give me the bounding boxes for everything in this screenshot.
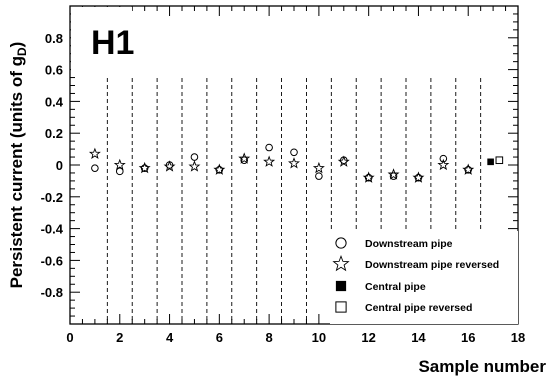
- data-point-open-circle: [290, 148, 298, 157]
- data-point-open-circle: [315, 172, 323, 180]
- x-tick-label: 12: [361, 330, 375, 345]
- legend: Downstream pipe Downstream pipe reversed C…: [330, 231, 518, 324]
- data-point-open-circle: [389, 172, 398, 180]
- data-point-open-circle: [91, 164, 99, 172]
- y-tick-label: 0: [56, 158, 63, 173]
- legend-label: Downstream pipe reversed: [365, 259, 499, 271]
- y-axis-title-main: Persistent current (units of g: [7, 56, 26, 288]
- x-tick-label: 8: [265, 330, 272, 345]
- data-point-open-square: [495, 156, 504, 165]
- y-tick-label: -0.8: [41, 285, 63, 300]
- data-point-open-star: [337, 155, 350, 167]
- x-tick-label: 18: [511, 330, 525, 345]
- x-tick-label: 0: [66, 330, 73, 345]
- y-tick-label: -0.2: [41, 190, 63, 205]
- y-tick-label: 0.4: [45, 94, 64, 109]
- data-point-open-star: [462, 163, 475, 175]
- y-tick-label: 0.2: [45, 126, 63, 141]
- legend-label: Downstream pipe: [365, 238, 453, 250]
- y-tick-label: 0.6: [45, 63, 63, 78]
- y-axis-title-subscript: D: [15, 47, 29, 56]
- x-tick-label: 16: [461, 330, 475, 345]
- axis-tick-labels: 0 2 4 6 8 10 12 14 16 18 -0.8 -0.6 -0.4 -0.2 0 0.2 0.4 0.…: [41, 31, 526, 345]
- x-tick-label: 10: [312, 330, 326, 345]
- legend-marker-open-circle: [335, 237, 347, 249]
- data-point-open-star: [113, 158, 126, 171]
- data-point-open-star: [412, 171, 425, 183]
- data-point-open-star: [312, 161, 325, 174]
- data-point-open-circle: [190, 153, 199, 161]
- data-point-open-star: [163, 160, 176, 172]
- data-point-open-star: [288, 157, 300, 169]
- y-tick-label: -0.6: [41, 253, 63, 268]
- legend-marker-open-star: [332, 254, 350, 272]
- data-point-open-star: [213, 163, 226, 175]
- legend-label: Central pipe reversed: [365, 302, 472, 314]
- data-point-open-star: [88, 147, 101, 159]
- legend-marker-open-square: [335, 301, 347, 313]
- data-point-open-star: [188, 160, 201, 172]
- y-tick-label: 0.8: [45, 31, 63, 46]
- plot-frame: [69, 5, 519, 325]
- x-tick-label: 2: [116, 330, 123, 345]
- data-point-open-star: [437, 158, 450, 171]
- data-point-open-circle: [265, 143, 273, 152]
- x-tick-label: 14: [411, 330, 426, 345]
- legend-background: [330, 231, 518, 324]
- legend-label: Central pipe: [365, 281, 426, 293]
- data-point-open-star: [138, 161, 151, 174]
- data-point-open-star: [362, 171, 375, 183]
- legend-marker-filled-square: [335, 280, 347, 292]
- panel-label: H1: [91, 24, 134, 62]
- data-point-open-star: [263, 155, 276, 167]
- y-tick-label: -0.4: [41, 222, 64, 237]
- data-point-open-star: [387, 168, 400, 180]
- x-axis-title: Sample number: [418, 357, 546, 376]
- data-point-open-circle: [240, 156, 249, 165]
- y-axis-title-close: ): [7, 42, 26, 48]
- data-point-open-circle: [115, 167, 124, 176]
- x-tick-label: 4: [166, 330, 174, 345]
- panel-label-background: [71, 7, 132, 77]
- data-point-filled-square: [487, 158, 494, 166]
- data-markers: [88, 143, 504, 183]
- data-point-open-star: [238, 152, 251, 164]
- data-point-open-circle: [439, 154, 448, 163]
- y-axis-title: Persistent current (units of gD): [7, 42, 29, 289]
- x-tick-label: 6: [216, 330, 223, 345]
